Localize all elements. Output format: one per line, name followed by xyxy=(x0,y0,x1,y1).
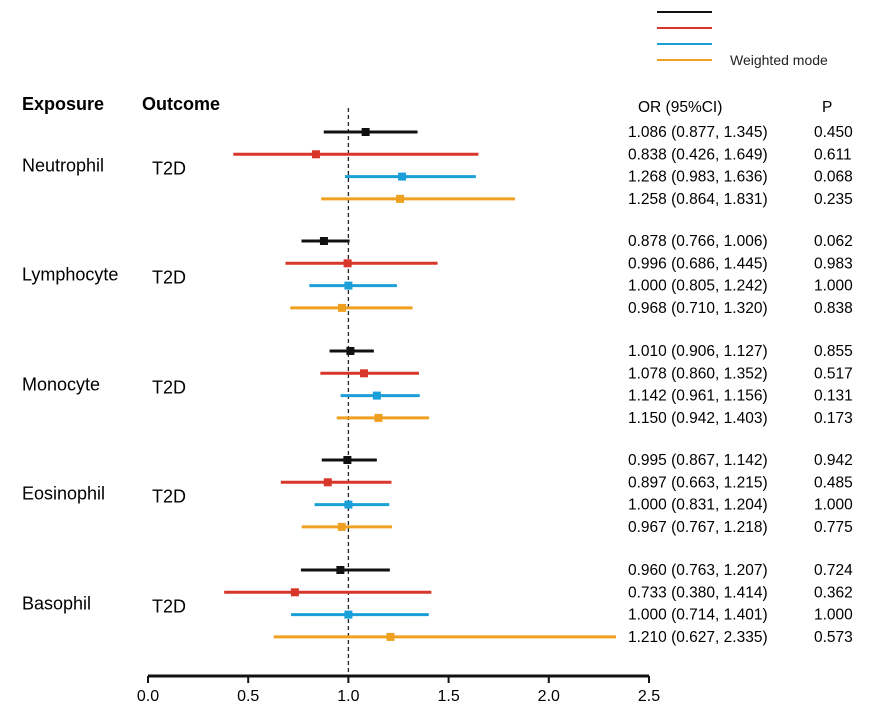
point-estimate xyxy=(337,303,346,312)
or-ci-text: 0.878 (0.766, 1.006) xyxy=(628,233,768,250)
or-ci-text: 0.960 (0.763, 1.207) xyxy=(628,562,768,579)
p-value-text: 0.573 xyxy=(814,629,853,646)
or-ci-text: 0.995 (0.867, 1.142) xyxy=(628,452,768,469)
header-p: P xyxy=(822,99,832,116)
or-ci-text: 0.733 (0.380, 1.414) xyxy=(628,584,768,601)
or-ci-text: 0.897 (0.663, 1.215) xyxy=(628,474,768,491)
p-value-text: 0.942 xyxy=(814,452,853,469)
p-value-text: 0.724 xyxy=(814,562,853,579)
point-estimate xyxy=(336,566,345,574)
header-exposure: Exposure xyxy=(22,94,104,114)
group-eosinophil: Eosinophil T2D 0.995 (0.867, 1.142) 0.942 0.… xyxy=(22,452,853,536)
point-estimate xyxy=(343,456,352,464)
or-ci-text: 1.086 (0.877, 1.345) xyxy=(628,124,768,141)
forest-rows: Neutrophil T2D 1.086 (0.877, 1.345) 0.450 0.… xyxy=(22,124,853,646)
point-estimate xyxy=(361,128,370,136)
p-value-text: 0.855 xyxy=(814,343,853,360)
p-value-text: 0.362 xyxy=(814,584,853,601)
group-monocyte: Monocyte T2D 1.010 (0.906, 1.127) 0.855 1.07… xyxy=(22,343,853,427)
exposure-label: Lymphocyte xyxy=(22,264,118,284)
p-value-text: 0.611 xyxy=(814,146,852,163)
p-value-text: 0.838 xyxy=(814,300,853,317)
point-estimate xyxy=(344,281,353,290)
x-tick-label: 2.0 xyxy=(538,688,560,705)
or-ci-text: 1.150 (0.942, 1.403) xyxy=(628,410,768,427)
header-outcome: Outcome xyxy=(142,94,220,114)
or-ci-text: 1.142 (0.961, 1.156) xyxy=(628,388,768,405)
point-estimate xyxy=(346,347,355,355)
p-value-text: 0.131 xyxy=(814,388,853,405)
point-estimate xyxy=(343,259,352,268)
outcome-label: T2D xyxy=(152,596,186,616)
or-ci-text: 1.000 (0.714, 1.401) xyxy=(628,607,768,624)
p-value-text: 0.068 xyxy=(814,169,853,186)
point-estimate xyxy=(337,522,346,531)
point-estimate xyxy=(323,478,332,487)
legend-label: Weighted mode xyxy=(730,52,828,68)
header-or-ci: OR (95%CI) xyxy=(638,99,722,116)
x-tick-label: 2.5 xyxy=(638,688,660,705)
x-tick-label: 1.5 xyxy=(437,688,459,705)
point-estimate xyxy=(398,172,407,181)
point-estimate xyxy=(344,610,353,619)
outcome-label: T2D xyxy=(152,158,186,178)
legend: Weighted mode xyxy=(657,11,828,68)
p-value-text: 1.000 xyxy=(814,278,853,295)
group-basophil: Basophil T2D 0.960 (0.763, 1.207) 0.724 0.73… xyxy=(22,562,853,646)
p-value-text: 1.000 xyxy=(814,497,853,514)
p-value-text: 0.983 xyxy=(814,255,853,272)
point-estimate xyxy=(396,194,405,203)
p-value-text: 1.000 xyxy=(814,607,853,624)
x-tick-label: 0.5 xyxy=(237,688,259,705)
x-tick-label: 1.0 xyxy=(337,688,359,705)
point-estimate xyxy=(386,632,395,641)
outcome-label: T2D xyxy=(152,377,186,397)
or-ci-text: 1.010 (0.906, 1.127) xyxy=(628,343,768,360)
group-lymphocyte: Lymphocyte T2D 0.878 (0.766, 1.006) 0.062 0.… xyxy=(22,233,853,317)
outcome-label: T2D xyxy=(152,486,186,506)
p-value-text: 0.517 xyxy=(814,365,853,382)
point-estimate xyxy=(319,237,328,245)
p-value-text: 0.235 xyxy=(814,191,853,208)
or-ci-text: 0.996 (0.686, 1.445) xyxy=(628,255,768,272)
or-ci-text: 1.210 (0.627, 2.335) xyxy=(628,629,768,646)
x-axis: 0.0 0.5 1.0 1.5 2.0 2.5 xyxy=(137,674,660,705)
point-estimate xyxy=(360,369,369,378)
or-ci-text: 1.000 (0.831, 1.204) xyxy=(628,497,768,514)
point-estimate xyxy=(372,391,381,400)
point-estimate xyxy=(374,413,383,422)
x-tick-label: 0.0 xyxy=(137,688,159,705)
exposure-label: Eosinophil xyxy=(22,483,105,503)
p-value-text: 0.062 xyxy=(814,233,853,250)
or-ci-text: 0.838 (0.426, 1.649) xyxy=(628,146,768,163)
exposure-label: Basophil xyxy=(22,593,91,613)
p-value-text: 0.173 xyxy=(814,410,853,427)
exposure-label: Monocyte xyxy=(22,374,100,394)
p-value-text: 0.485 xyxy=(814,474,853,491)
point-estimate xyxy=(344,500,353,509)
outcome-label: T2D xyxy=(152,267,186,287)
exposure-label: Neutrophil xyxy=(22,155,104,175)
or-ci-text: 1.000 (0.805, 1.242) xyxy=(628,278,768,295)
or-ci-text: 1.258 (0.864, 1.831) xyxy=(628,191,768,208)
point-estimate xyxy=(290,588,299,597)
column-headers: Exposure Outcome OR (95%CI) P xyxy=(22,94,832,116)
group-neutrophil: Neutrophil T2D 1.086 (0.877, 1.345) 0.450 0.… xyxy=(22,124,853,208)
point-estimate xyxy=(311,150,320,159)
p-value-text: 0.450 xyxy=(814,124,853,141)
or-ci-text: 1.078 (0.860, 1.352) xyxy=(628,365,768,382)
or-ci-text: 0.968 (0.710, 1.320) xyxy=(628,300,768,317)
or-ci-text: 0.967 (0.767, 1.218) xyxy=(628,519,768,536)
p-value-text: 0.775 xyxy=(814,519,853,536)
or-ci-text: 1.268 (0.983, 1.636) xyxy=(628,169,768,186)
